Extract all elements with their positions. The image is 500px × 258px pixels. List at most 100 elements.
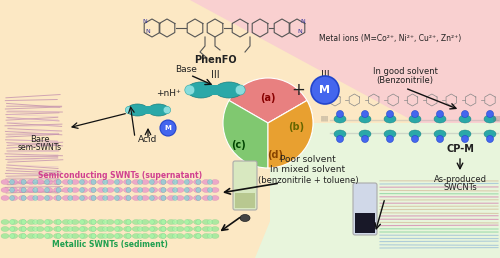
Ellipse shape bbox=[138, 180, 142, 184]
Ellipse shape bbox=[80, 227, 88, 231]
Ellipse shape bbox=[44, 180, 50, 184]
Ellipse shape bbox=[27, 220, 35, 224]
Ellipse shape bbox=[115, 180, 123, 184]
Ellipse shape bbox=[141, 233, 149, 238]
Ellipse shape bbox=[150, 220, 154, 224]
Ellipse shape bbox=[185, 85, 195, 95]
Ellipse shape bbox=[1, 220, 9, 224]
Ellipse shape bbox=[88, 196, 96, 200]
Ellipse shape bbox=[71, 227, 79, 231]
Ellipse shape bbox=[54, 196, 62, 200]
Ellipse shape bbox=[88, 188, 96, 192]
Ellipse shape bbox=[102, 220, 108, 224]
Ellipse shape bbox=[97, 227, 105, 231]
Ellipse shape bbox=[434, 130, 446, 138]
Ellipse shape bbox=[33, 227, 38, 231]
Ellipse shape bbox=[172, 233, 178, 238]
Ellipse shape bbox=[10, 180, 18, 184]
Ellipse shape bbox=[384, 130, 396, 138]
Ellipse shape bbox=[176, 196, 184, 200]
Ellipse shape bbox=[185, 188, 193, 192]
Ellipse shape bbox=[115, 233, 123, 238]
Ellipse shape bbox=[21, 196, 26, 200]
Ellipse shape bbox=[106, 227, 114, 231]
Ellipse shape bbox=[484, 130, 496, 138]
Ellipse shape bbox=[1, 180, 9, 184]
Ellipse shape bbox=[158, 220, 166, 224]
Ellipse shape bbox=[80, 180, 88, 184]
Ellipse shape bbox=[211, 233, 219, 238]
Ellipse shape bbox=[141, 188, 149, 192]
Ellipse shape bbox=[138, 233, 142, 238]
Wedge shape bbox=[268, 101, 313, 146]
Ellipse shape bbox=[68, 233, 72, 238]
Ellipse shape bbox=[138, 188, 142, 192]
Ellipse shape bbox=[62, 180, 70, 184]
Ellipse shape bbox=[80, 220, 88, 224]
Polygon shape bbox=[355, 213, 375, 233]
Ellipse shape bbox=[80, 188, 84, 192]
Ellipse shape bbox=[102, 196, 108, 200]
Ellipse shape bbox=[185, 233, 193, 238]
Ellipse shape bbox=[127, 104, 148, 116]
Ellipse shape bbox=[334, 115, 346, 123]
Ellipse shape bbox=[115, 188, 123, 192]
Ellipse shape bbox=[88, 227, 96, 231]
Ellipse shape bbox=[97, 180, 105, 184]
Ellipse shape bbox=[97, 188, 105, 192]
Ellipse shape bbox=[172, 227, 178, 231]
Ellipse shape bbox=[196, 180, 201, 184]
Ellipse shape bbox=[80, 180, 84, 184]
Ellipse shape bbox=[27, 233, 35, 238]
Ellipse shape bbox=[27, 196, 35, 200]
Ellipse shape bbox=[311, 76, 339, 104]
Ellipse shape bbox=[80, 233, 88, 238]
Ellipse shape bbox=[184, 233, 189, 238]
Ellipse shape bbox=[97, 233, 105, 238]
Ellipse shape bbox=[150, 233, 158, 238]
Ellipse shape bbox=[176, 220, 184, 224]
Ellipse shape bbox=[334, 130, 346, 138]
Ellipse shape bbox=[138, 196, 142, 200]
Text: M: M bbox=[320, 85, 330, 95]
Ellipse shape bbox=[44, 233, 50, 238]
Ellipse shape bbox=[21, 180, 26, 184]
Ellipse shape bbox=[185, 180, 193, 184]
Ellipse shape bbox=[167, 233, 175, 238]
Ellipse shape bbox=[91, 180, 96, 184]
Ellipse shape bbox=[114, 227, 119, 231]
Ellipse shape bbox=[124, 196, 132, 200]
Ellipse shape bbox=[1, 227, 9, 231]
Ellipse shape bbox=[54, 188, 62, 192]
Ellipse shape bbox=[102, 188, 108, 192]
Text: ||||: |||| bbox=[320, 115, 328, 121]
Ellipse shape bbox=[33, 188, 38, 192]
Ellipse shape bbox=[124, 220, 132, 224]
Wedge shape bbox=[268, 101, 313, 168]
Ellipse shape bbox=[126, 196, 131, 200]
Ellipse shape bbox=[202, 220, 210, 224]
Ellipse shape bbox=[167, 188, 175, 192]
Ellipse shape bbox=[436, 135, 444, 142]
Polygon shape bbox=[142, 106, 154, 114]
Text: N: N bbox=[298, 29, 302, 34]
Ellipse shape bbox=[80, 196, 84, 200]
Ellipse shape bbox=[126, 220, 131, 224]
Text: III: III bbox=[320, 70, 330, 80]
Ellipse shape bbox=[384, 115, 396, 123]
Ellipse shape bbox=[141, 180, 149, 184]
Ellipse shape bbox=[68, 196, 72, 200]
Ellipse shape bbox=[196, 196, 201, 200]
Ellipse shape bbox=[211, 188, 219, 192]
Ellipse shape bbox=[167, 196, 175, 200]
Ellipse shape bbox=[150, 180, 154, 184]
Ellipse shape bbox=[172, 196, 178, 200]
Ellipse shape bbox=[91, 233, 96, 238]
Ellipse shape bbox=[106, 220, 114, 224]
Text: In mixed solvent: In mixed solvent bbox=[270, 165, 345, 174]
Ellipse shape bbox=[44, 227, 50, 231]
Text: Metallic SWNTs (sediment): Metallic SWNTs (sediment) bbox=[52, 240, 168, 249]
Ellipse shape bbox=[208, 196, 212, 200]
Ellipse shape bbox=[80, 188, 88, 192]
Ellipse shape bbox=[71, 196, 79, 200]
